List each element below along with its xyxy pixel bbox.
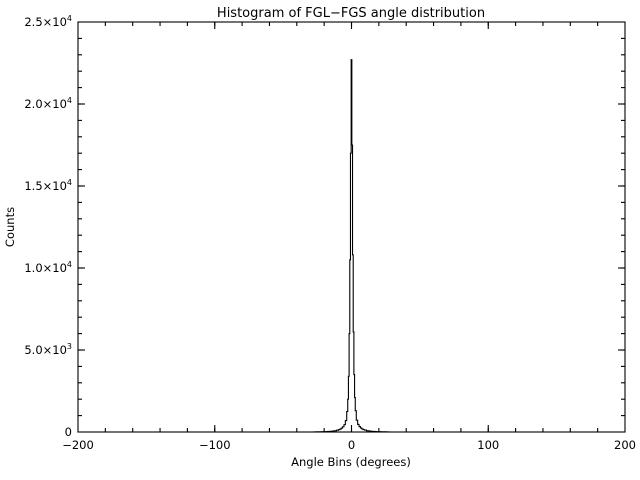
y-tick-label: 5.0×103 [24, 342, 72, 357]
histogram-outline [78, 59, 625, 433]
y-tick-label: 0 [65, 425, 72, 439]
x-tick-label: −100 [199, 438, 231, 452]
x-tick-label: 0 [348, 438, 355, 452]
y-tick-label: 1.5×104 [24, 178, 72, 193]
y-tick-label: 2.5×104 [24, 14, 72, 29]
y-axis-tick-labels: 0 5.0×103 1.0×104 1.5×104 2.0×104 2.5×104 [24, 14, 72, 439]
x-tick-label: 100 [477, 438, 499, 452]
chart-title: Histogram of FGL−FGS angle distribution [217, 6, 485, 21]
y-tick-label: 1.0×104 [24, 260, 72, 275]
y-tick-label: 2.0×104 [24, 96, 72, 111]
x-axis-tick-labels: −200 −100 0 100 200 [62, 438, 636, 452]
y-axis-title: Counts [3, 207, 17, 247]
axis-ticks [78, 22, 625, 432]
x-axis-title: Angle Bins (degrees) [291, 455, 411, 469]
x-tick-label: 200 [614, 438, 636, 452]
x-tick-label: −200 [62, 438, 94, 452]
